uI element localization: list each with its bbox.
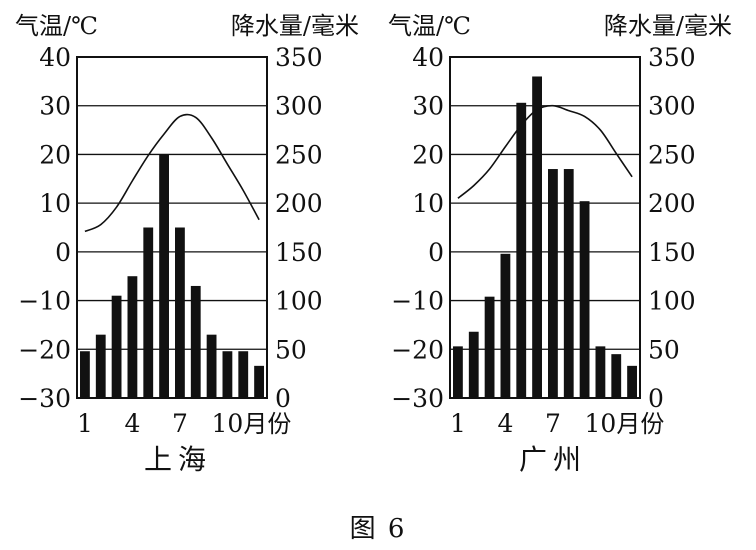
precip-tick-label: 300 xyxy=(275,92,323,121)
precip-tick-label: 50 xyxy=(275,335,307,364)
city-title: 广州 xyxy=(519,443,587,476)
precip-bar xyxy=(595,346,606,398)
temp-tick-label: 30 xyxy=(39,92,71,121)
precip-bar xyxy=(500,253,511,398)
month-axis-label: 月份 xyxy=(616,410,664,438)
temp-tick-label: 10 xyxy=(39,189,71,218)
temp-tick-label: 0 xyxy=(55,238,71,267)
temp-axis-title: 气温/℃ xyxy=(15,12,98,40)
precip-bar xyxy=(159,154,169,398)
precip-bar xyxy=(95,334,106,398)
temp-tick-label: −30 xyxy=(391,384,444,413)
precip-tick-label: 300 xyxy=(648,92,696,121)
temp-tick-label: 40 xyxy=(39,43,71,72)
precip-bar xyxy=(190,285,201,398)
temp-tick-label: 10 xyxy=(412,189,444,218)
precip-bar xyxy=(468,331,479,398)
month-tick-label: 10 xyxy=(585,409,617,438)
temp-tick-label: −10 xyxy=(391,287,444,316)
precip-bar xyxy=(532,76,542,398)
precip-tick-label: 250 xyxy=(648,140,696,169)
city-title: 上海 xyxy=(144,443,212,476)
month-tick-label: 7 xyxy=(545,409,561,438)
precip-axis-title: 降水量/毫米 xyxy=(231,12,359,40)
temp-tick-label: −20 xyxy=(391,335,444,364)
precip-bar xyxy=(206,334,217,398)
precip-tick-label: 50 xyxy=(648,335,680,364)
month-tick-label: 4 xyxy=(497,409,513,438)
precip-bar xyxy=(143,227,154,398)
precip-bar xyxy=(175,227,185,398)
precip-axis-title: 降水量/毫米 xyxy=(604,12,732,40)
temperature-line xyxy=(457,104,633,199)
month-tick-label: 1 xyxy=(77,409,93,438)
month-tick-label: 7 xyxy=(172,409,188,438)
temp-tick-label: −30 xyxy=(18,384,71,413)
temperature-line xyxy=(84,113,260,233)
precip-bar xyxy=(548,169,558,398)
precip-bar xyxy=(516,102,527,398)
precip-tick-label: 100 xyxy=(648,287,696,316)
month-axis-label: 月份 xyxy=(243,410,291,438)
precip-tick-label: 150 xyxy=(648,238,696,267)
precip-bar xyxy=(222,351,233,398)
figure-caption: 图 6 xyxy=(349,514,407,544)
temp-tick-label: 20 xyxy=(412,140,444,169)
temp-tick-label: 40 xyxy=(412,43,444,72)
temp-tick-label: 0 xyxy=(428,238,444,267)
month-tick-label: 4 xyxy=(124,409,140,438)
precip-bar xyxy=(611,354,622,398)
precip-bar xyxy=(238,351,249,398)
precip-tick-label: 100 xyxy=(275,287,323,316)
precip-bar xyxy=(579,201,590,398)
precip-bar xyxy=(111,295,122,398)
month-tick-label: 10 xyxy=(212,409,244,438)
precip-bar xyxy=(563,169,574,398)
precip-bar xyxy=(484,296,495,398)
precip-tick-label: 150 xyxy=(275,238,323,267)
temp-axis-title: 气温/℃ xyxy=(388,12,471,40)
precip-tick-label: 250 xyxy=(275,140,323,169)
precip-bar xyxy=(254,365,264,398)
precip-tick-label: 0 xyxy=(648,384,664,413)
precip-tick-label: 0 xyxy=(275,384,291,413)
precip-tick-label: 200 xyxy=(275,189,323,218)
temp-tick-label: −10 xyxy=(18,287,71,316)
precip-bar xyxy=(627,365,637,398)
precip-tick-label: 350 xyxy=(648,43,696,72)
precip-bar xyxy=(80,351,90,398)
temp-tick-label: 30 xyxy=(412,92,444,121)
precip-bar xyxy=(453,346,463,398)
precip-bar xyxy=(127,276,138,398)
precip-tick-label: 350 xyxy=(275,43,323,72)
plot-frame xyxy=(449,56,641,399)
precip-tick-label: 200 xyxy=(648,189,696,218)
plot-frame xyxy=(76,56,268,399)
temp-tick-label: −20 xyxy=(18,335,71,364)
temp-tick-label: 20 xyxy=(39,140,71,169)
month-tick-label: 1 xyxy=(450,409,466,438)
